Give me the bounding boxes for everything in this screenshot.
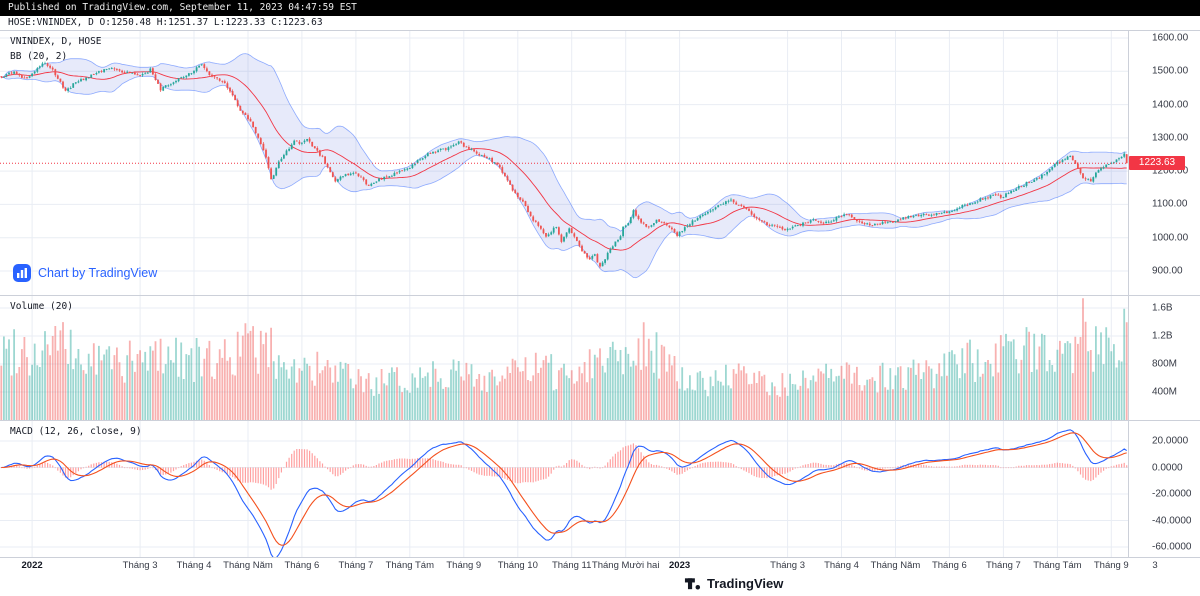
price-axis-label: 1200.00 (1152, 165, 1189, 177)
time-axis-label: Tháng 6 (931, 560, 967, 571)
time-axis-label: Tháng Năm (223, 560, 273, 571)
macd-signal-line (1, 432, 1127, 546)
time-axis-label: Tháng 4 (176, 560, 212, 571)
time-axis-label: Tháng 10 (497, 560, 538, 571)
candle-bodies-up (3, 63, 1126, 267)
volume-axis-label: 400M (1152, 386, 1178, 398)
price-pane-plot[interactable] (0, 53, 1128, 279)
pane-borders (0, 30, 1200, 558)
time-axis-label: Tháng Tám (385, 560, 434, 571)
chart-canvas[interactable] (0, 30, 1200, 558)
published-banner: Published on TradingView.com, September … (0, 0, 1200, 16)
chart-area[interactable]: VNINDEX, D, HOSE BB (20, 2) Chart by Tra… (0, 30, 1200, 571)
price-axis-label: 1600.00 (1152, 32, 1189, 44)
volume-pane-title[interactable]: Volume (20) (10, 301, 73, 312)
price-axis-label: 1500.00 (1152, 65, 1189, 77)
footer-brand[interactable]: TradingView (684, 575, 783, 592)
time-axis[interactable]: 2022 Tháng 3 Tháng 4 Tháng Năm Tháng 6 Tháng … (0, 558, 1200, 571)
price-axis-label: 1000.00 (1152, 232, 1189, 244)
time-axis-label: Tháng Năm (870, 560, 921, 571)
bollinger-upper-line (1, 53, 1127, 232)
macd-line (1, 429, 1128, 558)
time-axis-label: Tháng 9 (1093, 560, 1129, 571)
symbol-ohlc-text: HOSE:VNINDEX, D O:1250.48 H:1251.37 L:12… (8, 17, 323, 28)
watermark-text[interactable]: Chart by TradingView (38, 266, 158, 280)
time-axis-label: Tháng 9 (446, 560, 482, 571)
price-axis-label: 1400.00 (1152, 99, 1189, 111)
macd-pane-title[interactable]: MACD (12, 26, close, 9) (10, 426, 142, 437)
volume-bars-up (3, 308, 1126, 420)
macd-axis-label: -40.0000 (1152, 515, 1192, 526)
price-axis-label: 900.00 (1152, 265, 1183, 277)
time-axis-label: 2023 (669, 560, 691, 571)
price-axis-label: 1100.00 (1152, 198, 1188, 210)
time-axis-label: Tháng Mười hai (591, 560, 660, 571)
grid-lines (0, 30, 1128, 558)
bollinger-fill (1, 53, 1127, 278)
time-axis-label: Tháng 11 (551, 560, 592, 571)
published-text: Published on TradingView.com, September … (8, 2, 357, 13)
last-price-tag: 1223.63 (1129, 156, 1185, 171)
price-pane-indicator-label: BB (20, 2) (10, 51, 68, 62)
macd-axis-label: -20.0000 (1152, 488, 1192, 500)
price-axis[interactable]: 1600.00 1500.00 1400.00 1300.00 1200.00 1100.… (1128, 30, 1200, 558)
time-axis-label: Tháng 4 (824, 560, 859, 571)
price-axis-label: 1300.00 (1152, 132, 1189, 144)
macd-axis-label: 20.0000 (1152, 435, 1189, 447)
footer-brand-text: TradingView (707, 576, 784, 591)
chart-watermark: Chart by TradingView (13, 264, 157, 282)
time-axis-label: 3 (1152, 560, 1158, 571)
volume-pane-plot[interactable] (0, 298, 1128, 420)
price-pane-title: VNINDEX, D, HOSE (10, 36, 102, 47)
bollinger-basis-line (1, 71, 1127, 251)
volume-axis-label: 1.2B (1152, 330, 1173, 342)
time-axis-label: Tháng 3 (770, 560, 806, 571)
time-axis-label: 2022 (21, 560, 43, 571)
footer-bar: TradingView (0, 570, 1200, 596)
macd-pane-plot[interactable] (0, 429, 1128, 558)
volume-bars-down (0, 298, 1128, 420)
time-axis-label: Tháng 6 (284, 560, 320, 571)
candle-bodies-down (0, 63, 1128, 267)
time-axis-label: Tháng Tám (1033, 560, 1082, 571)
symbol-ohlc-row: HOSE:VNINDEX, D O:1250.48 H:1251.37 L:12… (0, 16, 1200, 30)
bollinger-lower-line (1, 75, 1127, 279)
time-axis-label: Tháng 7 (338, 560, 374, 571)
tradingview-logo-icon (684, 578, 701, 590)
macd-axis-label: -60.0000 (1152, 541, 1192, 553)
macd-axis-label: 0.0000 (1152, 462, 1183, 473)
time-axis-label: Tháng 7 (985, 560, 1021, 571)
volume-axis-label: 1.6B (1152, 302, 1173, 314)
macd-histogram (0, 443, 1128, 490)
price-pane-legend[interactable]: VNINDEX, D, HOSE BB (20, 2) (10, 36, 102, 62)
tradingview-cloud-logo-icon (13, 264, 31, 282)
time-axis-label: Tháng 3 (122, 560, 158, 571)
volume-axis-label: 800M (1152, 358, 1178, 370)
